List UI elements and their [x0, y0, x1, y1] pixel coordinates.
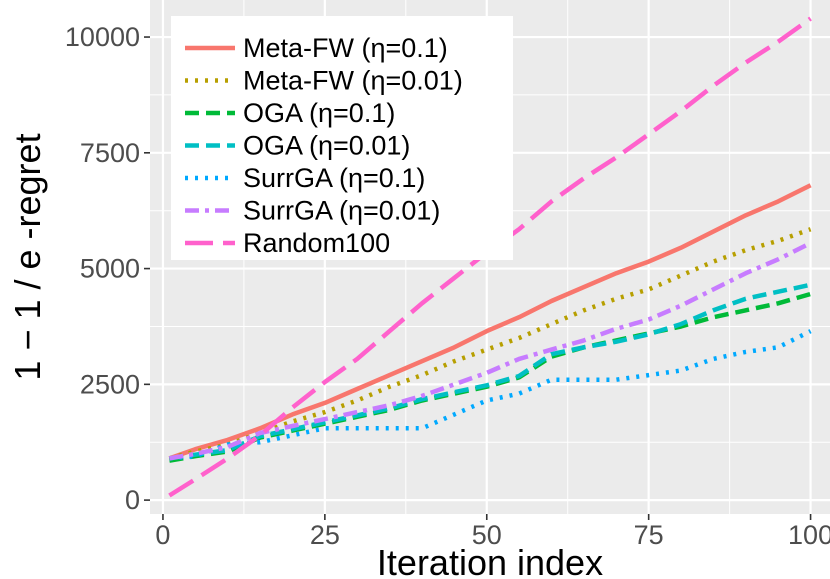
x-axis-title: Iteration index [377, 542, 603, 579]
legend-label-5: SurrGA (η=0.1) [243, 163, 425, 193]
y-axis: 0 2500 5000 7500 10000 [65, 22, 150, 515]
x-tick-label: 50 [472, 520, 502, 550]
x-tick-label: 75 [634, 520, 664, 550]
y-tick-label: 5000 [80, 254, 140, 284]
legend-label-3: OGA (η=0.1) [243, 98, 395, 128]
x-axis: 0 25 50 75 100 [155, 514, 830, 550]
y-tick-label: 2500 [80, 369, 140, 399]
y-axis-title: 1 − 1 / e -regret [7, 133, 48, 380]
y-tick-label: 10000 [65, 22, 140, 52]
legend-label-1: Meta-FW (η=0.1) [243, 33, 448, 63]
legend-label-2: Meta-FW (η=0.01) [243, 66, 463, 96]
series-line-4 [169, 282, 812, 461]
y-tick-label: 7500 [80, 138, 140, 168]
legend-label-6: SurrGA (η=0.01) [243, 196, 440, 226]
legend-label-4: OGA (η=0.01) [243, 131, 410, 161]
x-tick-label: 100 [788, 520, 830, 550]
x-tick-label: 25 [310, 520, 340, 550]
y-tick-label: 0 [125, 485, 140, 515]
legend-label-7: Random100 [243, 228, 390, 258]
legend: Meta-FW (η=0.1)Meta-FW (η=0.01)OGA (η=0.… [171, 16, 513, 260]
legend-background [171, 16, 513, 260]
x-tick-label: 0 [155, 520, 170, 550]
